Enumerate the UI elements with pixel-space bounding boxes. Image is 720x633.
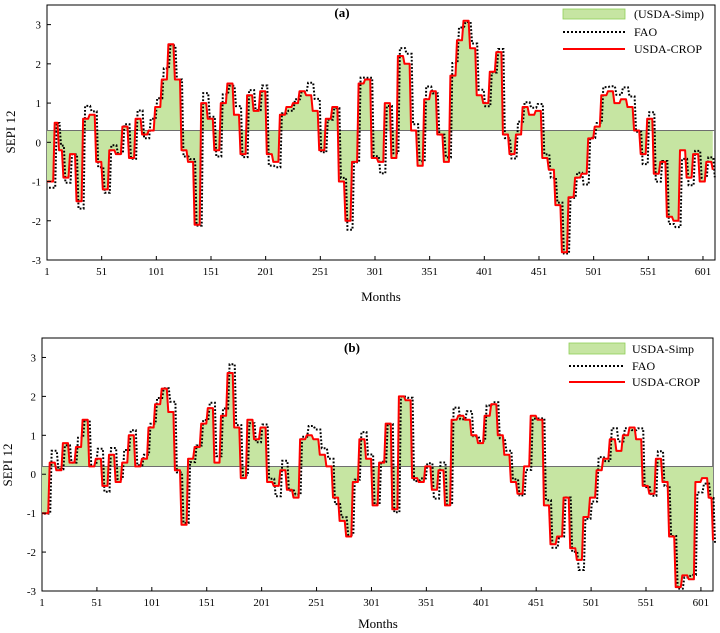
x-tick-label-a: 151 [203,266,220,278]
legend-label-fao-a: FAO [634,25,657,39]
x-tick-label-b: 301 [363,597,380,609]
x-tick-label-a: 301 [367,266,384,278]
x-tick-label-a: 601 [695,266,712,278]
y-tick-label-a: 0 [36,137,42,149]
x-axis-label-b: Months [358,616,398,631]
x-tick-label-a: 501 [585,266,602,278]
y-tick-label-a: -2 [32,216,41,228]
x-axis-label-a: Months [361,289,401,304]
fao-line-b [44,363,716,590]
x-tick-label-b: 101 [144,597,161,609]
x-tick-label-b: 151 [198,597,215,609]
x-tick-label-a: 251 [312,266,329,278]
legend-label-crop-a: USDA-CROP [634,42,702,56]
legend-label-crop-b: USDA-CROP [632,375,700,389]
y-tick-label-a: -3 [32,255,42,267]
y-tick-label-a: 1 [36,98,42,110]
plot-frame-b [41,337,714,592]
x-tick-label-b: 501 [583,597,600,609]
x-tick-label-a: 201 [257,266,274,278]
usda-simp-area-a [47,20,713,253]
x-tick-label-b: 251 [308,597,325,609]
x-tick-label-a: 451 [531,266,548,278]
chart-marks-b [42,363,716,590]
x-tick-label-b: 51 [91,597,102,609]
x-tick-label-b: 451 [528,597,545,609]
y-tick-label-b: 3 [31,352,37,364]
y-tick-label-b: 1 [31,430,37,442]
legend-b: USDA-Simp FAO USDA-CROP [568,342,700,389]
legend-label-simp-a: (USDA-Simp) [634,7,704,21]
x-tick-label-a: 351 [421,266,438,278]
legend-swatch-simp-a [562,8,626,20]
y-axis-label-b: SEPI 12 [0,444,15,487]
y-tick-label-b: 2 [31,391,37,403]
y-tick-label-b: -3 [27,586,37,598]
y-axis-label-a: SEPI 12 [3,111,18,154]
panel-title-b: (b) [344,340,360,355]
x-tick-label-b: 351 [418,597,435,609]
x-tick-label-a: 551 [640,266,657,278]
x-tick-label-a: 101 [148,266,165,278]
legend-label-fao-b: FAO [632,359,655,373]
y-tick-label-b: 0 [31,469,37,481]
chart-marks-a [47,19,716,255]
x-tick-label-b: 401 [473,597,490,609]
x-tick-label-b: 201 [253,597,270,609]
x-tick-label-a: 1 [44,266,50,278]
usda-crop-line-a [47,19,714,254]
x-tick-label-b: 1 [39,597,45,609]
legend-label-simp-b: USDA-Simp [632,342,694,356]
legend-swatch-simp-b [568,342,626,355]
y-tick-label-b: -1 [27,508,36,520]
x-tick-label-a: 401 [476,266,493,278]
legend-a: (USDA-Simp) FAO USDA-CROP [562,7,704,56]
y-tick-label-b: -2 [27,547,36,559]
panel-title-a: (a) [334,5,349,20]
usda-crop-line-b [42,372,714,589]
y-tick-label-a: 2 [36,59,42,71]
x-tick-label-b: 601 [693,597,710,609]
y-tick-label-a: -1 [32,177,41,189]
y-tick-label-a: 3 [36,20,42,32]
x-tick-label-a: 51 [96,266,107,278]
x-tick-label-b: 551 [638,597,655,609]
